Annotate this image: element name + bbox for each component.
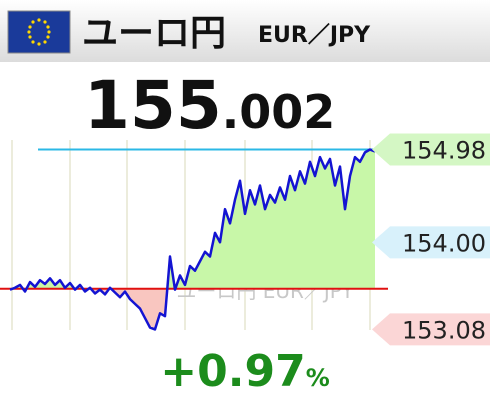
y-tick-label: 154.00: [402, 229, 486, 257]
change-unit: %: [306, 364, 330, 392]
y-tick-label: 153.08: [402, 316, 486, 344]
area-below: [10, 288, 176, 330]
title: ユーロ円: [82, 13, 226, 54]
y-tick-tag: [372, 226, 490, 259]
price-decimal: .002: [222, 85, 336, 139]
area-above: [10, 149, 375, 289]
flag: [7, 10, 71, 54]
y-tick-tag: [372, 133, 490, 166]
price-integer: 155: [84, 67, 222, 144]
price-line: [9, 148, 376, 331]
y-tick-label: 154.98: [402, 137, 486, 165]
header-bar: [0, 0, 490, 62]
change-value: +0.97: [160, 346, 305, 397]
change: +0.97%: [160, 346, 329, 397]
price: 155.002: [84, 67, 335, 144]
subtitle: EUR／JPY: [258, 23, 371, 48]
y-tick-tag: [372, 313, 490, 346]
